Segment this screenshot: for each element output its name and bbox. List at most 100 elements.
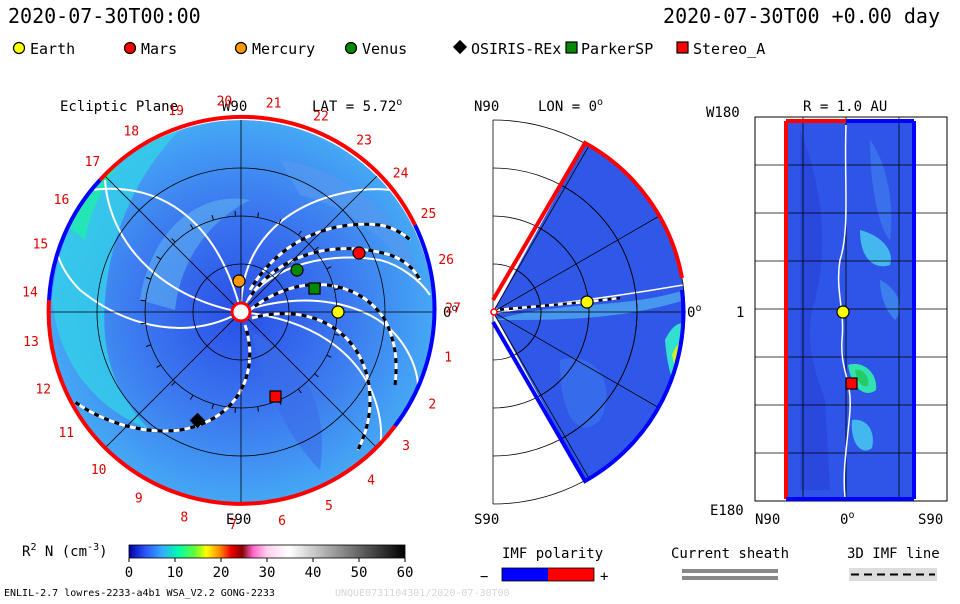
imf-polarity-negative-swatch — [502, 568, 548, 581]
radial-bottom-mid: 0o — [840, 510, 854, 528]
carrington-number: 4 — [367, 473, 375, 488]
carrington-number: 15 — [33, 238, 49, 253]
carrington-number: 5 — [325, 499, 333, 514]
colorbar-tick-label: 50 — [351, 565, 368, 581]
imf-polarity-plus: + — [600, 569, 608, 585]
carrington-number: 23 — [356, 133, 372, 148]
radial-w-label: W180 — [706, 105, 740, 121]
carrington-number: 11 — [58, 426, 74, 441]
rad-earth-marker — [837, 306, 849, 318]
carrington-number: 27 — [445, 302, 461, 317]
model-info: ENLIL-2.7 lowres-2233-a4b1 WSA_V2.2 GONG… — [4, 588, 275, 599]
carrington-number: 26 — [438, 253, 454, 268]
ecl-stereo-a-marker — [270, 391, 281, 402]
legend-label-earth: Earth — [30, 40, 75, 58]
stereo-a-marker-icon — [677, 42, 688, 53]
legend: Earth Mars Mercury Venus OSIRIS-REx Park… — [14, 40, 766, 58]
legend-item-earth: Earth — [14, 40, 76, 58]
carrington-number: 2 — [428, 397, 436, 412]
ecliptic-panel: Ecliptic Plane W90 E90 0o LAT = 5.72o 20… — [22, 95, 461, 533]
carrington-number: 3 — [402, 439, 410, 454]
colorbar-tick-label: 0 — [125, 565, 133, 581]
radial-mid-label: 1 — [736, 305, 744, 321]
colorbar-tick-label: 40 — [305, 565, 322, 581]
colorbar-label: R2 N (cm-3) — [22, 542, 108, 560]
carrington-number: 18 — [123, 125, 139, 140]
legend-item-mars: Mars — [125, 40, 178, 58]
timestamp-right: 2020-07-30T00 +0.00 day — [663, 4, 940, 28]
carrington-number: 24 — [393, 167, 409, 182]
carrington-number: 17 — [85, 155, 101, 170]
parkersp-marker-icon — [566, 42, 577, 53]
carrington-number: 6 — [278, 514, 286, 529]
current-sheath-swatch — [682, 569, 778, 573]
legend-label-parkersp: ParkerSP — [581, 40, 653, 58]
meridional-n-label: N90 — [474, 99, 499, 115]
imf-polarity-title: IMF polarity — [502, 546, 603, 562]
carrington-number: 10 — [91, 463, 107, 478]
legend-label-stereo-a: Stereo_A — [693, 40, 765, 58]
ecl-venus-marker — [291, 264, 303, 276]
venus-marker-icon — [346, 43, 357, 54]
carrington-number: 21 — [266, 97, 282, 112]
radial-bottom-right: S90 — [918, 512, 943, 528]
mars-marker-icon — [125, 43, 136, 54]
radial-panel: R = 1.0 AU W180 E180 1 N90 0o S90 — [706, 99, 947, 528]
legend-item-venus: Venus — [346, 40, 408, 58]
legend-label-mercury: Mercury — [252, 40, 315, 58]
watermark: UNQUE0731104301/2020-07-30T00 — [335, 588, 510, 599]
carrington-number: 16 — [54, 193, 70, 208]
imf-line-title: 3D IMF line — [847, 546, 940, 562]
colorbar-tick-label: 60 — [397, 565, 414, 581]
legend-label-venus: Venus — [362, 40, 407, 58]
mer-sun-icon — [491, 309, 497, 315]
ecl-mars-marker — [353, 247, 365, 259]
osiris-rex-marker-icon — [453, 40, 467, 54]
radial-e-label: E180 — [710, 503, 744, 519]
meridional-lon-label: LON = 0o — [538, 97, 603, 115]
carrington-number: 19 — [168, 104, 184, 119]
legend-item-mercury: Mercury — [236, 40, 316, 58]
colorbar-tick-label: 10 — [167, 565, 184, 581]
ecl-parkersp-marker — [309, 283, 320, 294]
carrington-number: 13 — [23, 335, 39, 350]
sun-icon — [232, 303, 250, 321]
legend-label-osiris-rex: OSIRIS-REx — [471, 40, 561, 58]
imf-polarity-positive-swatch — [548, 568, 594, 581]
carrington-number: 9 — [135, 492, 143, 507]
ecl-earth-marker — [332, 306, 344, 318]
current-sheath-legend: Current sheath — [671, 546, 789, 580]
legend-label-mars: Mars — [141, 40, 177, 58]
density-colorbar: R2 N (cm-3) 0 10 20 30 40 50 60 — [22, 542, 413, 581]
meridional-zero-label: 0o — [687, 303, 701, 321]
colorbar-tick-label: 30 — [259, 565, 276, 581]
carrington-number: 20 — [217, 95, 233, 110]
carrington-number: 25 — [421, 207, 437, 222]
imf-line-legend: 3D IMF line — [847, 546, 940, 581]
mercury-marker-icon — [236, 43, 247, 54]
current-sheath-title: Current sheath — [671, 546, 789, 562]
imf-polarity-minus: − — [480, 569, 488, 585]
colorbar-tick-label: 20 — [213, 565, 230, 581]
carrington-number: 8 — [180, 510, 188, 525]
mer-earth-marker — [581, 296, 593, 308]
legend-item-stereo-a: Stereo_A — [677, 40, 765, 58]
ecliptic-title: Ecliptic Plane — [60, 99, 178, 115]
carrington-number: 22 — [313, 110, 329, 125]
carrington-number: 7 — [229, 518, 237, 533]
radial-bottom-left: N90 — [755, 512, 780, 528]
carrington-number: 14 — [22, 286, 38, 301]
carrington-number: 12 — [35, 383, 51, 398]
imf-polarity-legend: IMF polarity − + — [480, 546, 608, 585]
timestamp-left: 2020-07-30T00:00 — [8, 4, 201, 28]
legend-item-osiris-rex: OSIRIS-REx — [453, 40, 561, 58]
legend-item-parkersp: ParkerSP — [566, 40, 653, 58]
meridional-s-label: S90 — [474, 512, 499, 528]
carrington-number: 1 — [444, 351, 452, 366]
ecl-mercury-marker — [233, 275, 245, 287]
earth-marker-icon — [14, 43, 25, 54]
radial-title: R = 1.0 AU — [803, 99, 887, 115]
rad-stereo-a-marker — [846, 378, 857, 389]
